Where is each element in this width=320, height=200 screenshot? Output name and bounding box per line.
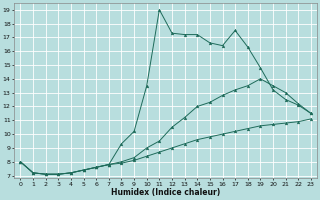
X-axis label: Humidex (Indice chaleur): Humidex (Indice chaleur) [111, 188, 220, 197]
